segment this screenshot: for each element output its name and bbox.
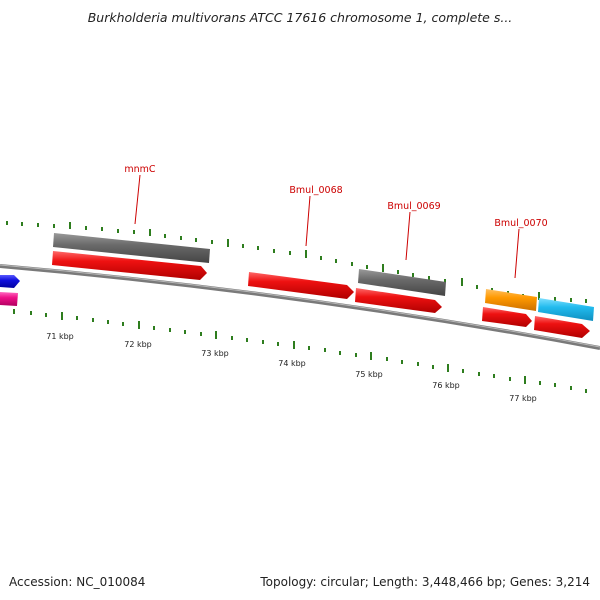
label-leader-line [514, 228, 520, 279]
gene-label-bmul-0068: Bmul_0068 [289, 185, 342, 196]
gene-label-bmul-0070: Bmul_0070 [494, 218, 547, 229]
blue-feature[interactable] [0, 275, 20, 288]
label-leader-line [134, 174, 141, 225]
lower-tick-ring [13, 309, 587, 393]
cds-feature[interactable] [52, 251, 207, 280]
scale-label: 77 kbp [509, 394, 537, 403]
scale-label: 74 kbp [278, 359, 306, 368]
scale-label: 75 kbp [355, 370, 383, 379]
cds-feature[interactable] [355, 288, 442, 313]
scale-label: 76 kbp [432, 381, 460, 390]
genome-backbone-highlight [0, 264, 600, 348]
scale-label: 71 kbp [46, 332, 74, 341]
accession-text: Accession: NC_010084 [9, 575, 146, 589]
label-leader-line [405, 211, 411, 261]
scale-label: 72 kbp [124, 340, 152, 349]
gene-feature[interactable] [53, 233, 210, 263]
pink-feature[interactable] [0, 292, 18, 306]
label-leader-line [305, 195, 311, 247]
gene-feature[interactable] [358, 269, 446, 296]
cds-feature[interactable] [534, 316, 590, 338]
gene-label-mnmc: mnmC [124, 164, 156, 175]
orange-feature[interactable] [485, 289, 537, 311]
genome-backbone [0, 264, 600, 350]
cds-feature[interactable] [248, 272, 354, 299]
upper-tick-ring [6, 221, 587, 303]
cds-feature[interactable] [482, 307, 532, 327]
map-title: Burkholderia multivorans ATCC 17616 chro… [87, 10, 513, 25]
scale-label: 73 kbp [201, 349, 229, 358]
cyan-feature[interactable] [538, 298, 594, 321]
genome-summary-text: Topology: circular; Length: 3,448,466 bp… [260, 575, 590, 589]
gene-label-bmul-0069: Bmul_0069 [387, 201, 440, 212]
